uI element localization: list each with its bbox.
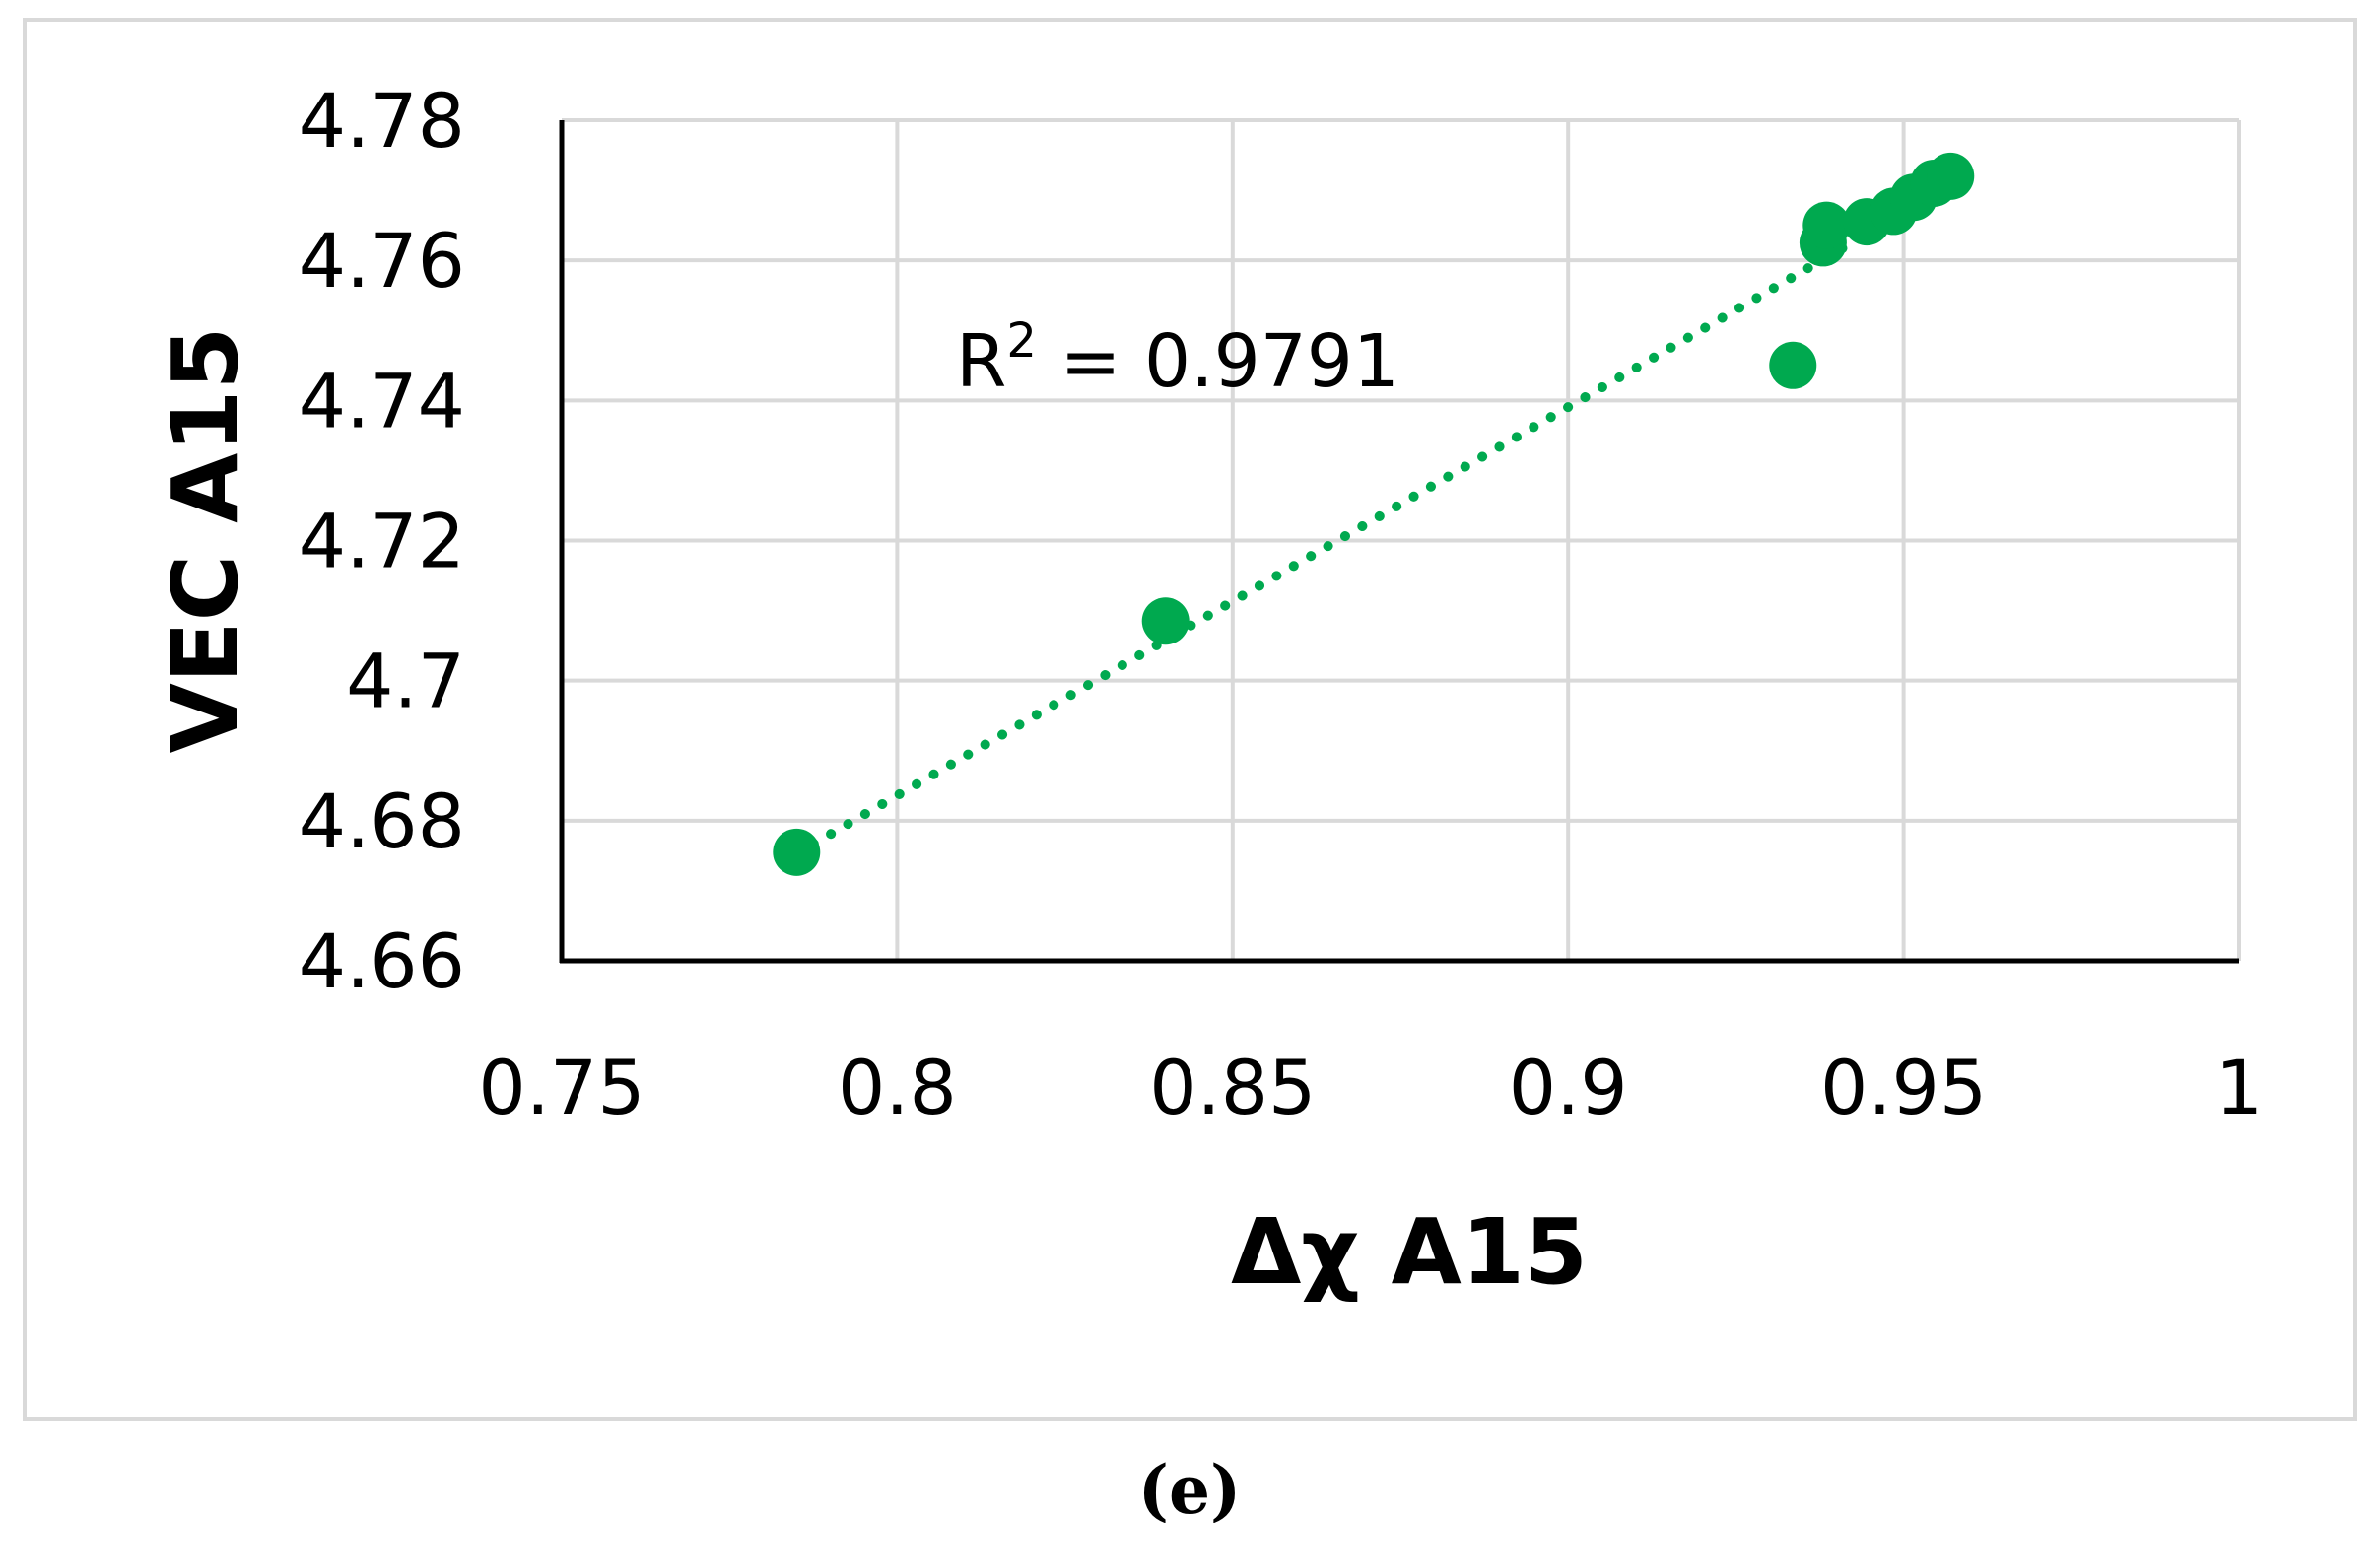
x-tick-labels: 0.75 0.8 0.85 0.9 0.95 1	[478, 1044, 2263, 1131]
x-tick-label: 0.85	[1149, 1044, 1316, 1131]
trendline-dotted	[791, 238, 1856, 859]
x-axis-title: Δχ A15	[1231, 1199, 1588, 1305]
data-point	[1141, 597, 1190, 645]
y-tick-label: 4.7	[346, 638, 465, 725]
r-squared-value: = 0.9791	[1037, 319, 1399, 404]
gridlines	[562, 118, 2241, 961]
data-point	[773, 828, 821, 876]
r-squared-annotation: R2 = 0.9791	[956, 313, 1399, 404]
y-tick-label: 4.66	[299, 917, 465, 1005]
y-tick-label: 4.76	[299, 217, 465, 305]
y-tick-labels: 4.66 4.68 4.7 4.72 4.74 4.76 4.78	[299, 77, 465, 1005]
r-squared-superscript: 2	[1006, 313, 1037, 369]
y-tick-label: 4.74	[299, 357, 465, 444]
x-tick-label: 0.95	[1820, 1044, 1987, 1131]
figure-caption: (e)	[1138, 1452, 1241, 1528]
r-squared-prefix: R	[956, 319, 1006, 404]
y-tick-label: 4.78	[299, 77, 465, 165]
data-point	[1802, 201, 1851, 249]
y-tick-label: 4.68	[299, 778, 465, 865]
x-tick-label: 0.8	[838, 1044, 957, 1131]
x-tick-label: 0.75	[478, 1044, 645, 1131]
data-points	[773, 152, 1975, 876]
y-axis-title: VEC A15	[153, 327, 258, 754]
x-tick-label: 1	[2215, 1044, 2263, 1131]
data-point	[1927, 152, 1975, 200]
trendline	[791, 238, 1856, 859]
data-point	[1769, 341, 1817, 389]
chart-frame	[23, 18, 2357, 1421]
y-tick-label: 4.72	[299, 498, 465, 585]
axes	[559, 120, 2239, 964]
x-tick-label: 0.9	[1509, 1044, 1628, 1131]
